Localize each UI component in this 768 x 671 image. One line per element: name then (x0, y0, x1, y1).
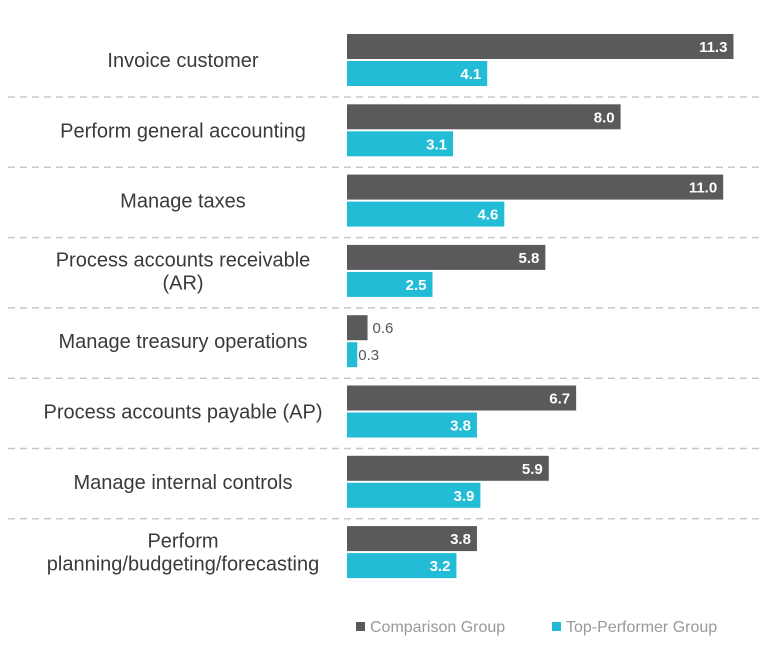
top-performer-bar (347, 271, 433, 297)
top-performer-bar (347, 412, 477, 438)
category-label: Process accounts payable (AP) (43, 402, 322, 424)
top-performer-bar (347, 553, 457, 579)
category-label: Process accounts receivable (AR) (56, 249, 311, 294)
category-label: Manage internal controls (73, 472, 292, 494)
data-label: 5.8 (519, 250, 540, 267)
comparison-bar (347, 385, 577, 411)
data-label: 0.3 (358, 347, 379, 364)
comparison-bar (347, 455, 549, 481)
category-label: Invoice customer (107, 50, 259, 72)
data-label: 4.1 (460, 66, 481, 83)
top-performer-bar (347, 201, 505, 227)
comparison-bar (347, 174, 724, 200)
top-performer-bar (347, 482, 481, 508)
comparison-bar (347, 34, 734, 59)
data-label: 4.6 (477, 207, 498, 224)
data-label: 3.2 (430, 558, 451, 575)
category-label: Manage treasury operations (58, 331, 307, 353)
legend-swatch (356, 622, 365, 631)
category-label: Manage taxes (120, 191, 246, 213)
comparison-bar (347, 526, 477, 552)
data-label: 6.7 (549, 391, 570, 408)
data-label: 2.5 (406, 277, 427, 294)
data-label: 3.8 (450, 418, 471, 435)
legend-label: Top-Performer Group (566, 619, 717, 636)
data-label: 0.6 (373, 320, 394, 337)
data-label: 5.9 (522, 461, 543, 478)
comparison-bar (347, 244, 546, 270)
data-label: 3.8 (450, 531, 471, 548)
data-label: 3.1 (426, 136, 447, 153)
data-label: 11.3 (699, 39, 727, 56)
legend-swatch (552, 622, 561, 631)
comparison-bar (347, 315, 368, 341)
category-label: Perform general accounting (60, 120, 306, 142)
category-label: Perform planning/budgeting/forecasting (47, 531, 319, 576)
data-label: 8.0 (594, 109, 615, 126)
top-performer-bar (347, 131, 454, 157)
top-performer-bar (347, 342, 358, 368)
data-label: 3.9 (454, 488, 475, 505)
data-label: 11.0 (689, 180, 717, 197)
comparison-bar (347, 104, 621, 130)
legend-label: Comparison Group (370, 619, 505, 636)
top-performer-bar (347, 61, 488, 86)
